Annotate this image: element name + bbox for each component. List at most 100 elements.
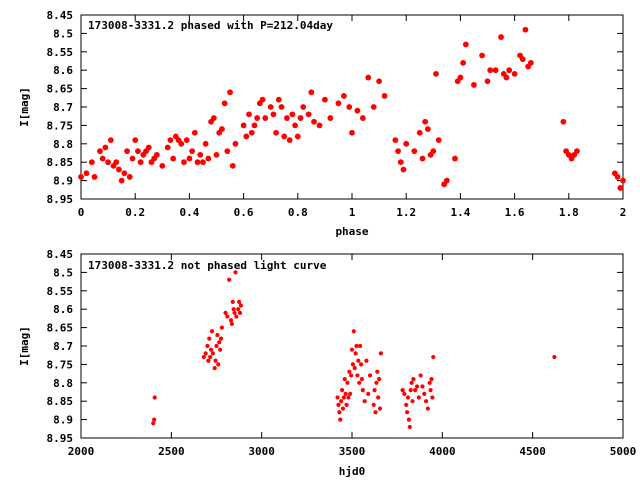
data-point (395, 148, 401, 155)
x-tick-label: 1 (349, 206, 356, 219)
x-axis-label: phase (335, 225, 368, 238)
data-point (132, 137, 139, 144)
data-point (348, 373, 354, 378)
data-point (366, 391, 371, 396)
data-point (197, 151, 204, 158)
data-point (251, 122, 258, 129)
data-point (343, 391, 348, 396)
data-point (281, 133, 288, 140)
data-point (107, 137, 114, 144)
x-tick-label: 0.2 (125, 206, 145, 219)
data-point (316, 122, 323, 129)
x-tick-label: 3500 (339, 445, 366, 458)
data-point (479, 52, 485, 59)
y-tick-labels: 8.45 8.5 8.55 8.6 8.65 8.7 8.75 8.8 8.85 8.9 8.95 (47, 248, 74, 445)
data-point (376, 78, 382, 85)
data-point (213, 358, 218, 363)
data-point (297, 115, 304, 121)
data-point (352, 365, 357, 371)
data-point (336, 402, 341, 407)
y-tick-label: 8.95 (47, 193, 74, 206)
data-point (574, 148, 580, 155)
data-point (335, 395, 340, 400)
data-point (278, 104, 285, 110)
data-point (228, 318, 234, 323)
data-point (404, 402, 409, 407)
data-point (237, 310, 243, 315)
data-point (292, 122, 298, 129)
axis-ticks (80, 14, 624, 200)
data-point (360, 388, 365, 393)
data-point (224, 148, 231, 155)
data-point (217, 340, 222, 345)
data-point (367, 373, 373, 378)
data-point (487, 67, 494, 74)
data-point (223, 310, 228, 315)
data-point (203, 351, 208, 356)
data-point (344, 402, 349, 407)
data-point (194, 159, 201, 166)
data-point (348, 391, 353, 396)
x-tick-label: 0 (78, 206, 85, 219)
data-point (430, 148, 437, 155)
data-point (129, 155, 136, 162)
data-point (218, 347, 223, 352)
data-point (126, 174, 133, 180)
y-axis-label: I[mag] (18, 87, 31, 127)
data-point (405, 410, 410, 415)
y-tick-label: 8.45 (47, 248, 74, 261)
data-point (322, 96, 328, 103)
data-point (422, 118, 429, 125)
data-point (337, 410, 342, 415)
data-point (200, 159, 206, 166)
data-point (392, 137, 399, 144)
y-tick-label: 8.85 (47, 156, 74, 169)
data-point (617, 185, 624, 191)
data-point (221, 100, 228, 107)
data-point (289, 111, 296, 118)
data-point (560, 118, 567, 125)
data-point (345, 380, 350, 385)
data-point (113, 159, 120, 166)
data-point (219, 325, 225, 330)
data-point (137, 159, 144, 166)
y-tick-label: 8.7 (53, 340, 73, 353)
data-point (243, 133, 250, 140)
x-tick-label: 1.2 (396, 206, 416, 219)
data-point (356, 358, 361, 363)
data-point (300, 104, 307, 110)
data-point (105, 159, 111, 166)
data-point (339, 399, 344, 404)
data-point (189, 148, 196, 155)
y-tick-labels: 8.45 8.5 8.55 8.6 8.65 8.7 8.75 8.8 8.85 8.9 8.95 (47, 9, 74, 206)
y-tick-label: 8.5 (53, 266, 73, 279)
data-point (428, 388, 433, 393)
data-point (208, 354, 213, 360)
data-point (286, 137, 293, 144)
data-point (88, 159, 95, 166)
data-point (376, 395, 381, 400)
data-point (308, 89, 315, 96)
data-point (340, 93, 347, 99)
data-point (365, 74, 372, 81)
data-point (213, 151, 220, 158)
data-point (219, 126, 225, 132)
data-point (234, 314, 239, 319)
data-point (364, 358, 369, 363)
x-tick-label: 5000 (610, 445, 637, 458)
data-point (527, 59, 534, 66)
x-tick-labels: 2000 2500 3000 3500 4000 4500 5000 (68, 445, 637, 458)
data-point (431, 354, 436, 360)
data-point (116, 166, 122, 173)
data-point (167, 137, 174, 144)
phased-light-curve-panel: 0 0.2 0.4 0.6 0.8 1 1.2 1.4 1.6 1.8 2 8.458.58.558… (18, 9, 626, 238)
data-point (359, 115, 366, 121)
data-point (452, 155, 458, 162)
data-point (457, 74, 464, 81)
data-point (227, 277, 232, 282)
data-point (375, 369, 380, 374)
data-point (355, 373, 360, 378)
x-tick-label: 4000 (429, 445, 456, 458)
y-tick-label: 8.55 (47, 46, 74, 59)
